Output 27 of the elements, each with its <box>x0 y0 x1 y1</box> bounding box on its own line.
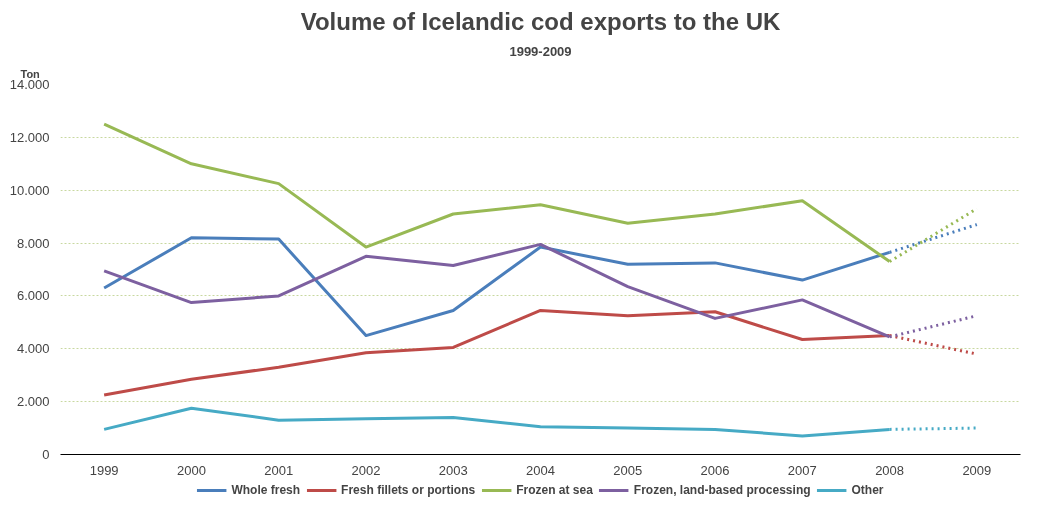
y-tick-label: 12.000 <box>9 129 50 145</box>
legend-label: Other <box>851 483 884 497</box>
y-tick-label: 14.000 <box>9 77 50 92</box>
x-tick-label: 2009 <box>962 462 992 478</box>
y-tick-label: 0 <box>42 447 50 462</box>
legend-label: Frozen, land-based processing <box>633 483 811 497</box>
x-tick-label: 2005 <box>613 462 643 478</box>
x-tick-label: 2004 <box>526 462 555 478</box>
chart-title: Volume of Icelandic cod exports to the UK <box>300 7 781 35</box>
x-tick-label: 2007 <box>787 462 817 478</box>
x-tick-label: 2006 <box>700 462 730 478</box>
x-tick-label: 1999 <box>89 462 119 478</box>
legend-label: Frozen at sea <box>516 483 593 497</box>
y-tick-label: 10.000 <box>9 182 50 198</box>
x-tick-label: 2008 <box>875 462 905 478</box>
y-tick-label: 2.000 <box>16 394 50 410</box>
chart-subtitle: 1999-2009 <box>509 43 572 59</box>
x-tick-label: 2000 <box>176 462 206 478</box>
y-tick-label: 6.000 <box>16 288 50 304</box>
y-tick-label: 8.000 <box>16 235 50 251</box>
x-tick-label: 2002 <box>351 462 381 478</box>
x-tick-label: 2003 <box>438 462 468 478</box>
legend-label: Whole fresh <box>231 483 301 497</box>
y-axis-title: Ton <box>20 67 41 80</box>
x-tick-label: 2001 <box>264 462 294 478</box>
y-tick-label: 4.000 <box>16 341 50 357</box>
legend-label: Fresh fillets or portions <box>341 483 476 497</box>
